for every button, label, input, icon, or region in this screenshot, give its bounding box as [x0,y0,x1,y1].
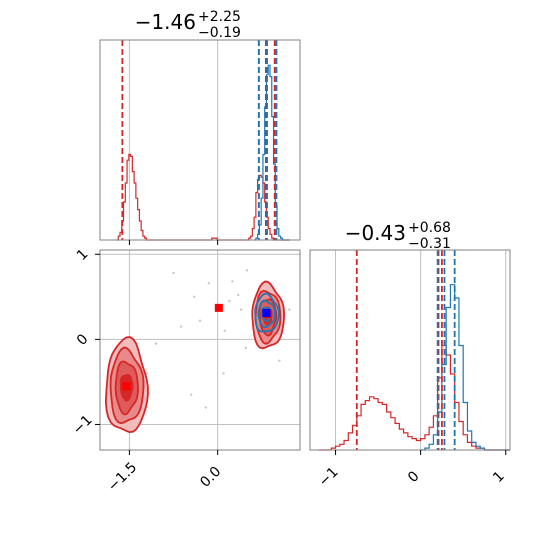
truth-marker-3 [262,308,271,317]
right-histogram-line-1 [420,284,510,451]
scatter-point [179,325,183,328]
joint-y-tick-label: 1 [74,246,92,264]
scatter-point [207,281,211,285]
scatter-point [204,406,208,409]
top-title-minus: −0.19 [198,25,241,41]
right-grid [335,250,507,450]
joint-scatter [122,269,291,409]
top-histogram-series [116,64,290,241]
right-x-ticks: −1 0 1 [316,450,508,490]
scatter-point [288,308,291,311]
top-histogram-panel: −1.46 +2.25 −0.19 [99,9,301,245]
joint-x-tick-label: −1.5 [105,459,140,494]
right-tick-label: 0 [405,468,423,486]
scatter-point [245,269,249,272]
top-quantile-lines [121,40,278,240]
truth-marker-1 [214,303,223,312]
right-tick-label: −1 [316,464,342,490]
right-axes-frame [309,249,511,451]
scatter-point [222,372,225,375]
scatter-point [192,295,196,299]
right-title-value: −0.43 [345,221,406,245]
blue-contour-level [254,292,280,333]
joint-markers [122,303,272,391]
blue-contour-level [261,306,273,323]
scatter-point [198,319,202,322]
scatter-point [223,329,226,333]
right-histogram-line-0 [318,344,510,451]
top-title-plus: +2.25 [198,9,241,25]
joint-y-tick-label: −1 [70,412,96,438]
joint-y-tick-label: 0 [74,331,92,349]
joint-y-ticks: 1 0 −1 [70,246,100,438]
right-histogram-panel: −1 0 1 −0.43 +0.68 −0.31 [309,220,511,490]
scatter-point [172,271,175,275]
top-axes-frame [99,39,301,241]
joint-x-tick-label: 0.0 [197,464,224,491]
right-title-minus: −0.31 [408,236,451,252]
joint-x-ticks: −1.5 0.0 [105,450,224,495]
scatter-point [154,342,158,345]
scatter-point [145,372,149,375]
scatter-point [278,359,281,362]
top-title-value: −1.46 [135,10,196,34]
right-tick-label: 1 [490,468,508,486]
scatter-point [228,299,231,303]
truth-marker-0 [122,382,131,391]
scatter-point [239,308,243,311]
right-title-plus: +0.68 [408,220,451,236]
right-histogram-series [318,284,510,451]
scatter-point [189,393,193,396]
joint-axes-frame [99,249,301,451]
scatter-point [237,293,240,297]
joint-panel: −1.5 0.0 1 0 −1 [70,246,301,495]
blue-contour-level [257,299,276,329]
scatter-point [244,346,248,350]
scatter-point [231,280,234,283]
right-quantile-lines [355,250,456,450]
top-grid [128,40,219,240]
joint-blue-contours [254,292,280,333]
top-ticks [128,240,219,245]
